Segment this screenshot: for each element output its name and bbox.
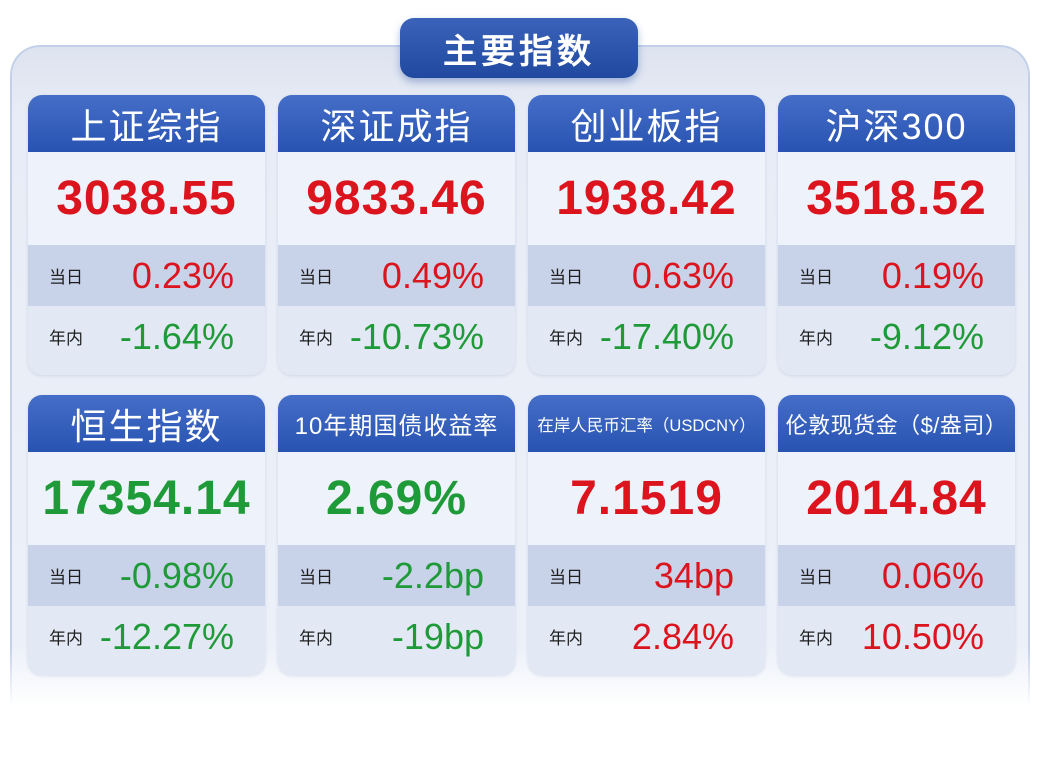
daily-change-value: -2.2bp xyxy=(381,554,484,596)
ytd-change-row: 年内 -19bp xyxy=(278,606,515,667)
daily-change-label: 当日 xyxy=(549,268,583,287)
daily-change-label: 当日 xyxy=(549,568,583,587)
ytd-change-row: 年内 10.50% xyxy=(778,606,1015,667)
ytd-change-label: 年内 xyxy=(799,629,833,648)
index-card-shenzhen-component: 深证成指 9833.46 当日 0.49% 年内 -10.73% xyxy=(278,95,515,375)
index-card-10y-treasury-yield: 10年期国债收益率 2.69% 当日 -2.2bp 年内 -19bp xyxy=(278,395,515,675)
indices-grid: 上证综指 3038.55 当日 0.23% 年内 -1.64% 深证成指 983… xyxy=(28,95,1015,675)
card-title: 创业板指 xyxy=(528,95,765,152)
daily-change-value: -0.98% xyxy=(119,554,234,596)
current-value: 3518.52 xyxy=(778,152,1015,245)
daily-change-row: 当日 0.06% xyxy=(778,545,1015,606)
ytd-change-label: 年内 xyxy=(49,629,83,648)
card-title: 伦敦现货金（$/盎司） xyxy=(778,395,1015,452)
daily-change-value: 0.19% xyxy=(881,254,984,296)
current-value: 7.1519 xyxy=(528,452,765,545)
current-value: 17354.14 xyxy=(28,452,265,545)
daily-change-label: 当日 xyxy=(299,568,333,587)
current-value: 3038.55 xyxy=(28,152,265,245)
ytd-change-label: 年内 xyxy=(549,329,583,348)
daily-change-row: 当日 34bp xyxy=(528,545,765,606)
card-title: 上证综指 xyxy=(28,95,265,152)
ytd-change-row: 年内 -17.40% xyxy=(528,306,765,367)
ytd-change-value: 10.50% xyxy=(861,615,984,657)
daily-change-label: 当日 xyxy=(799,568,833,587)
card-title: 10年期国债收益率 xyxy=(278,395,515,452)
index-card-london-spot-gold: 伦敦现货金（$/盎司） 2014.84 当日 0.06% 年内 10.50% xyxy=(778,395,1015,675)
daily-change-row: 当日 0.19% xyxy=(778,245,1015,306)
ytd-change-row: 年内 -9.12% xyxy=(778,306,1015,367)
ytd-change-value: 2.84% xyxy=(631,615,734,657)
ytd-change-value: -19bp xyxy=(391,615,484,657)
current-value: 2.69% xyxy=(278,452,515,545)
daily-change-row: 当日 0.63% xyxy=(528,245,765,306)
card-title: 沪深300 xyxy=(778,95,1015,152)
daily-change-row: 当日 0.49% xyxy=(278,245,515,306)
board-title: 主要指数 xyxy=(400,18,638,78)
daily-change-value: 0.49% xyxy=(381,254,484,296)
daily-change-row: 当日 0.23% xyxy=(28,245,265,306)
daily-change-label: 当日 xyxy=(49,268,83,287)
ytd-change-row: 年内 -1.64% xyxy=(28,306,265,367)
ytd-change-label: 年内 xyxy=(299,629,333,648)
daily-change-row: 当日 -0.98% xyxy=(28,545,265,606)
ytd-change-label: 年内 xyxy=(799,329,833,348)
index-card-hang-seng: 恒生指数 17354.14 当日 -0.98% 年内 -12.27% xyxy=(28,395,265,675)
daily-change-label: 当日 xyxy=(49,568,83,587)
daily-change-row: 当日 -2.2bp xyxy=(278,545,515,606)
current-value: 1938.42 xyxy=(528,152,765,245)
daily-change-label: 当日 xyxy=(299,268,333,287)
index-card-shanghai-composite: 上证综指 3038.55 当日 0.23% 年内 -1.64% xyxy=(28,95,265,375)
current-value: 9833.46 xyxy=(278,152,515,245)
ytd-change-label: 年内 xyxy=(549,629,583,648)
ytd-change-label: 年内 xyxy=(299,329,333,348)
ytd-change-value: -10.73% xyxy=(349,315,484,357)
ytd-change-label: 年内 xyxy=(49,329,83,348)
daily-change-label: 当日 xyxy=(799,268,833,287)
ytd-change-row: 年内 2.84% xyxy=(528,606,765,667)
current-value: 2014.84 xyxy=(778,452,1015,545)
index-card-csi300: 沪深300 3518.52 当日 0.19% 年内 -9.12% xyxy=(778,95,1015,375)
ytd-change-value: -1.64% xyxy=(119,315,234,357)
card-title: 深证成指 xyxy=(278,95,515,152)
ytd-change-value: -17.40% xyxy=(599,315,734,357)
ytd-change-row: 年内 -10.73% xyxy=(278,306,515,367)
daily-change-value: 0.23% xyxy=(131,254,234,296)
daily-change-value: 34bp xyxy=(653,554,734,596)
ytd-change-value: -9.12% xyxy=(869,315,984,357)
daily-change-value: 0.63% xyxy=(631,254,734,296)
card-title: 在岸人民币汇率（USDCNY） xyxy=(528,395,765,452)
card-title: 恒生指数 xyxy=(28,395,265,452)
index-card-usdcny: 在岸人民币汇率（USDCNY） 7.1519 当日 34bp 年内 2.84% xyxy=(528,395,765,675)
ytd-change-value: -12.27% xyxy=(99,615,234,657)
daily-change-value: 0.06% xyxy=(881,554,984,596)
ytd-change-row: 年内 -12.27% xyxy=(28,606,265,667)
index-card-chinext: 创业板指 1938.42 当日 0.63% 年内 -17.40% xyxy=(528,95,765,375)
